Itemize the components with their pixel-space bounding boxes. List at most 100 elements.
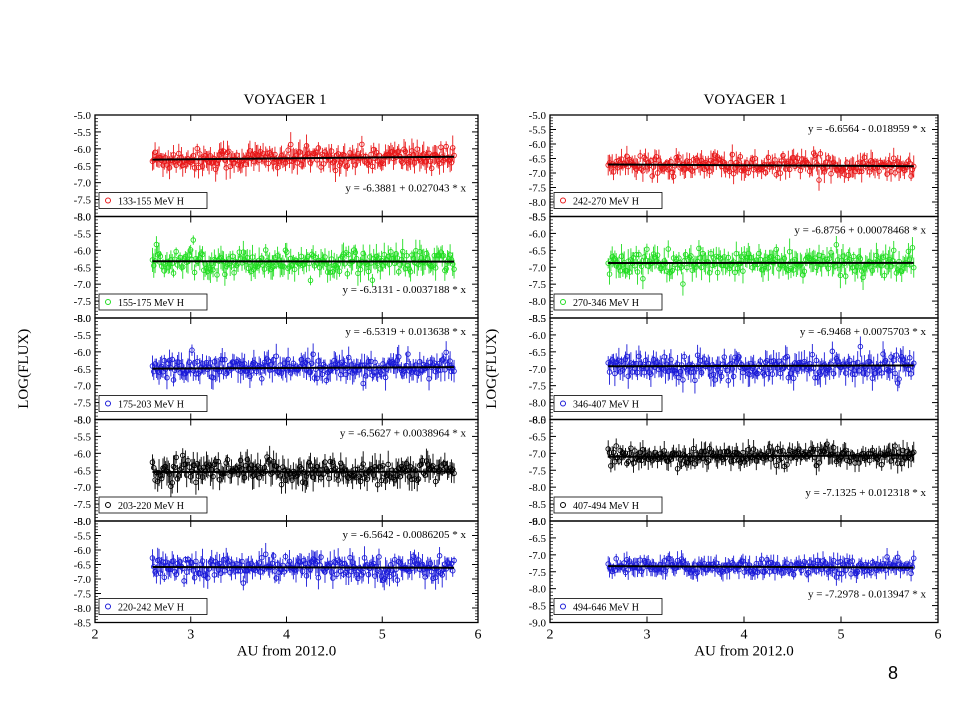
chart-2: VOYAGER 1 LOG(FLUX) -5.0 -5.5 -6.0 -6.5 -7.0 -7… xyxy=(484,92,942,660)
data-point xyxy=(780,448,786,454)
y-tick-label: -6.5 xyxy=(74,364,92,376)
data-point xyxy=(273,353,280,359)
data-point xyxy=(676,374,682,381)
x-tick-label: 4 xyxy=(283,628,290,643)
fit-equation: y = -6.5642 - 0.0086205 * x xyxy=(342,529,466,541)
data-point xyxy=(179,264,186,270)
data-point xyxy=(613,443,619,449)
data-point xyxy=(369,277,376,283)
data-point xyxy=(226,148,232,155)
data-point xyxy=(285,356,291,363)
data-point xyxy=(772,157,778,163)
data-point xyxy=(305,357,311,364)
legend-marker xyxy=(105,197,111,204)
data-point xyxy=(436,553,443,559)
data-point xyxy=(790,375,797,382)
y-tick-label: -8.0 xyxy=(74,313,92,325)
data-point xyxy=(909,244,916,251)
data-point xyxy=(644,246,650,252)
data-point xyxy=(754,370,761,377)
y-tick-label: -6.5 xyxy=(74,161,92,173)
y-axis-label: LOG(FLUX) xyxy=(16,329,32,409)
data-point xyxy=(361,555,368,561)
y-tick-label: -5.0 xyxy=(74,516,92,528)
y-tick-label: -6.5 xyxy=(529,154,547,166)
data-point xyxy=(443,349,449,356)
data-point xyxy=(314,375,320,382)
data-point xyxy=(170,270,177,276)
data-point xyxy=(168,483,174,489)
data-point xyxy=(407,559,414,565)
data-point xyxy=(665,246,671,252)
data-point xyxy=(372,464,378,470)
data-point xyxy=(210,267,216,273)
y-tick-label: -6.0 xyxy=(74,144,92,156)
data-point xyxy=(698,369,705,376)
legend-label: 175-203 MeV H xyxy=(118,400,184,411)
legend-marker xyxy=(105,299,111,305)
data-point xyxy=(224,366,231,373)
data-point xyxy=(665,368,671,375)
data-point xyxy=(303,573,310,579)
y-tick-label: -5.0 xyxy=(74,313,92,325)
y-tick-label: -8.0 xyxy=(74,603,92,615)
data-point xyxy=(447,358,453,364)
data-point xyxy=(678,362,685,368)
data-point xyxy=(825,265,832,272)
data-point xyxy=(665,167,671,173)
y-tick-label: -7.0 xyxy=(529,168,547,180)
y-tick-label: -5.0 xyxy=(74,212,92,224)
y-tick-label: -8.0 xyxy=(529,197,547,209)
data-point xyxy=(344,162,351,169)
legend-label: 133-155 MeV H xyxy=(118,197,184,208)
legend-label: 220-242 MeV H xyxy=(118,603,184,614)
data-point xyxy=(374,482,381,488)
data-point xyxy=(169,480,175,486)
data-point xyxy=(330,459,336,465)
data-point xyxy=(197,151,203,157)
data-point xyxy=(729,151,736,158)
data-point xyxy=(357,478,364,485)
y-tick-label: -8.5 xyxy=(529,212,547,224)
data-point xyxy=(151,464,157,471)
y-tick-label: -7.0 xyxy=(74,574,92,586)
fit-equation: y = -6.8756 + 0.00078468 * x xyxy=(794,225,926,237)
y-tick-label: -6.5 xyxy=(74,262,92,274)
data-point xyxy=(191,575,198,581)
data-point xyxy=(898,268,905,275)
data-point xyxy=(307,369,314,375)
data-point xyxy=(439,572,445,578)
chart-1: VOYAGER 1 LOG(FLUX) -5.0 -5.5 -6.0 -6.5 -7.0 -7… xyxy=(16,92,482,660)
data-point xyxy=(682,251,689,258)
data-point xyxy=(869,267,876,274)
legend-box xyxy=(553,293,663,311)
y-tick-label: -5.5 xyxy=(74,431,92,443)
data-point xyxy=(451,152,457,159)
data-point xyxy=(247,373,253,380)
y-tick-label: -6.0 xyxy=(74,347,92,359)
y-tick-label: -5.0 xyxy=(529,110,547,122)
data-point xyxy=(259,376,265,382)
data-point xyxy=(154,478,161,485)
data-point xyxy=(306,459,312,466)
data-point xyxy=(668,268,674,275)
data-point xyxy=(668,356,674,363)
data-point xyxy=(906,355,913,361)
legend: 155-175 MeV H xyxy=(98,293,208,311)
data-point xyxy=(417,358,423,365)
data-point xyxy=(427,560,434,567)
y-tick-label: -7.0 xyxy=(74,178,92,190)
data-point xyxy=(315,145,322,151)
data-point xyxy=(648,371,654,377)
data-point xyxy=(676,154,682,160)
data-point xyxy=(403,252,410,259)
data-point xyxy=(193,558,199,565)
y-tick-label: -6.5 xyxy=(529,431,547,443)
data-point xyxy=(801,268,808,275)
legend: 242-270 MeV H xyxy=(553,192,663,209)
data-point xyxy=(256,475,262,481)
data-point xyxy=(721,354,728,360)
data-point xyxy=(756,250,762,257)
data-point xyxy=(262,247,269,253)
